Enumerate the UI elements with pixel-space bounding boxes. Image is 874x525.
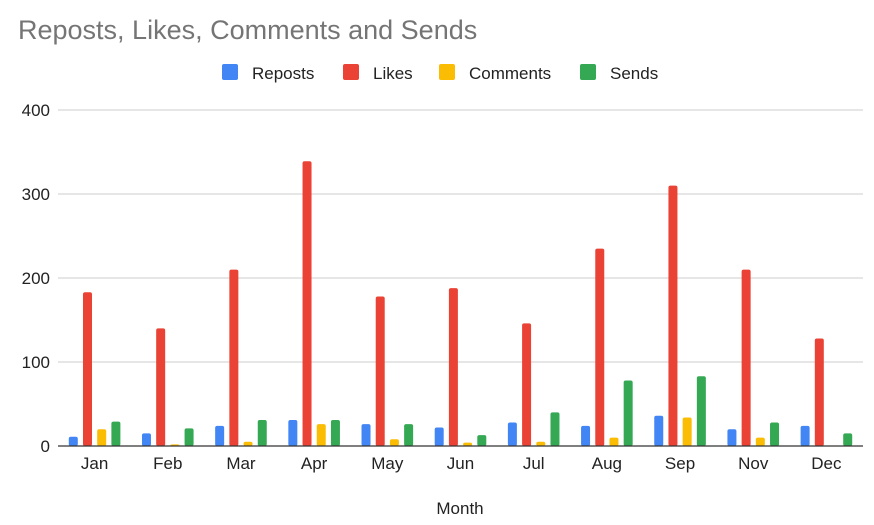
bar-sends-jun [477,435,487,446]
x-tick-label: Mar [226,454,256,473]
x-tick-label: Jan [81,454,108,473]
legend: Reposts Likes Comments Sends [222,64,658,83]
bar-reposts-nov [727,429,737,446]
bar-likes-feb [156,328,166,446]
y-tick-label: 400 [22,101,50,120]
x-axis-ticks: Jan Feb Mar Apr May Jun Jul Aug Sep Nov Dec [81,454,842,473]
legend-swatch-likes [343,64,359,80]
bar-comments-apr [316,424,326,446]
x-tick-label: Dec [811,454,842,473]
bar-likes-jan [82,292,92,446]
y-tick-label: 100 [22,353,50,372]
bar-reposts-jun [434,427,444,446]
bar-sends-jan [111,421,121,446]
legend-swatch-sends [580,64,596,80]
gridlines [58,109,863,363]
bar-likes-aug [595,248,605,446]
bar-reposts-may [361,424,371,446]
bar-sends-apr [330,419,340,446]
bar-comments-may [389,439,399,446]
x-tick-label: Nov [738,454,769,473]
y-tick-label: 200 [22,269,50,288]
bar-reposts-feb [141,433,151,446]
bar-likes-apr [302,161,312,447]
x-tick-label: Jul [523,454,545,473]
bar-likes-jun [448,288,458,446]
bar-reposts-jan [68,436,78,446]
bar-comments-sep [682,417,692,446]
bar-sends-jul [550,412,560,446]
bar-comments-mar [243,441,253,446]
bar-reposts-sep [654,415,664,446]
x-tick-label: Jun [447,454,474,473]
x-tick-label: Apr [301,454,328,473]
bar-comments-jun [463,442,473,446]
y-tick-label: 0 [41,437,50,456]
bar-likes-mar [229,269,239,446]
bar-comments-jul [536,441,546,446]
x-tick-label: May [371,454,404,473]
bar-reposts-jul [507,422,517,446]
bar-likes-sep [668,185,678,446]
y-axis-ticks: 0 100 200 300 400 [22,101,50,456]
bar-sends-nov [770,422,780,446]
legend-swatch-reposts [222,64,238,80]
bar-reposts-mar [215,425,225,446]
legend-swatch-comments [439,64,455,80]
x-tick-label: Feb [153,454,182,473]
bar-reposts-apr [288,419,298,446]
bar-likes-may [375,296,385,446]
bar-likes-nov [741,269,751,446]
bar-comments-aug [609,437,619,446]
legend-label-sends: Sends [610,64,658,83]
x-tick-label: Sep [665,454,695,473]
bar-sends-feb [184,428,194,446]
bar-sends-mar [257,419,267,446]
bar-likes-dec [814,338,824,446]
bar-comments-jan [97,429,107,446]
bar-likes-jul [522,323,532,446]
bar-sends-may [404,424,414,446]
x-tick-label: Aug [592,454,622,473]
bars [68,161,853,447]
bar-reposts-aug [581,425,591,446]
bar-sends-dec [843,433,853,446]
legend-label-likes: Likes [373,64,413,83]
bar-comments-nov [755,437,765,446]
y-tick-label: 300 [22,185,50,204]
bar-sends-aug [623,380,633,446]
legend-label-reposts: Reposts [252,64,314,83]
bar-sends-sep [696,376,706,446]
chart-title: Reposts, Likes, Comments and Sends [18,15,477,45]
bar-reposts-dec [800,425,810,446]
legend-label-comments: Comments [469,64,551,83]
x-axis-label: Month [436,499,483,518]
